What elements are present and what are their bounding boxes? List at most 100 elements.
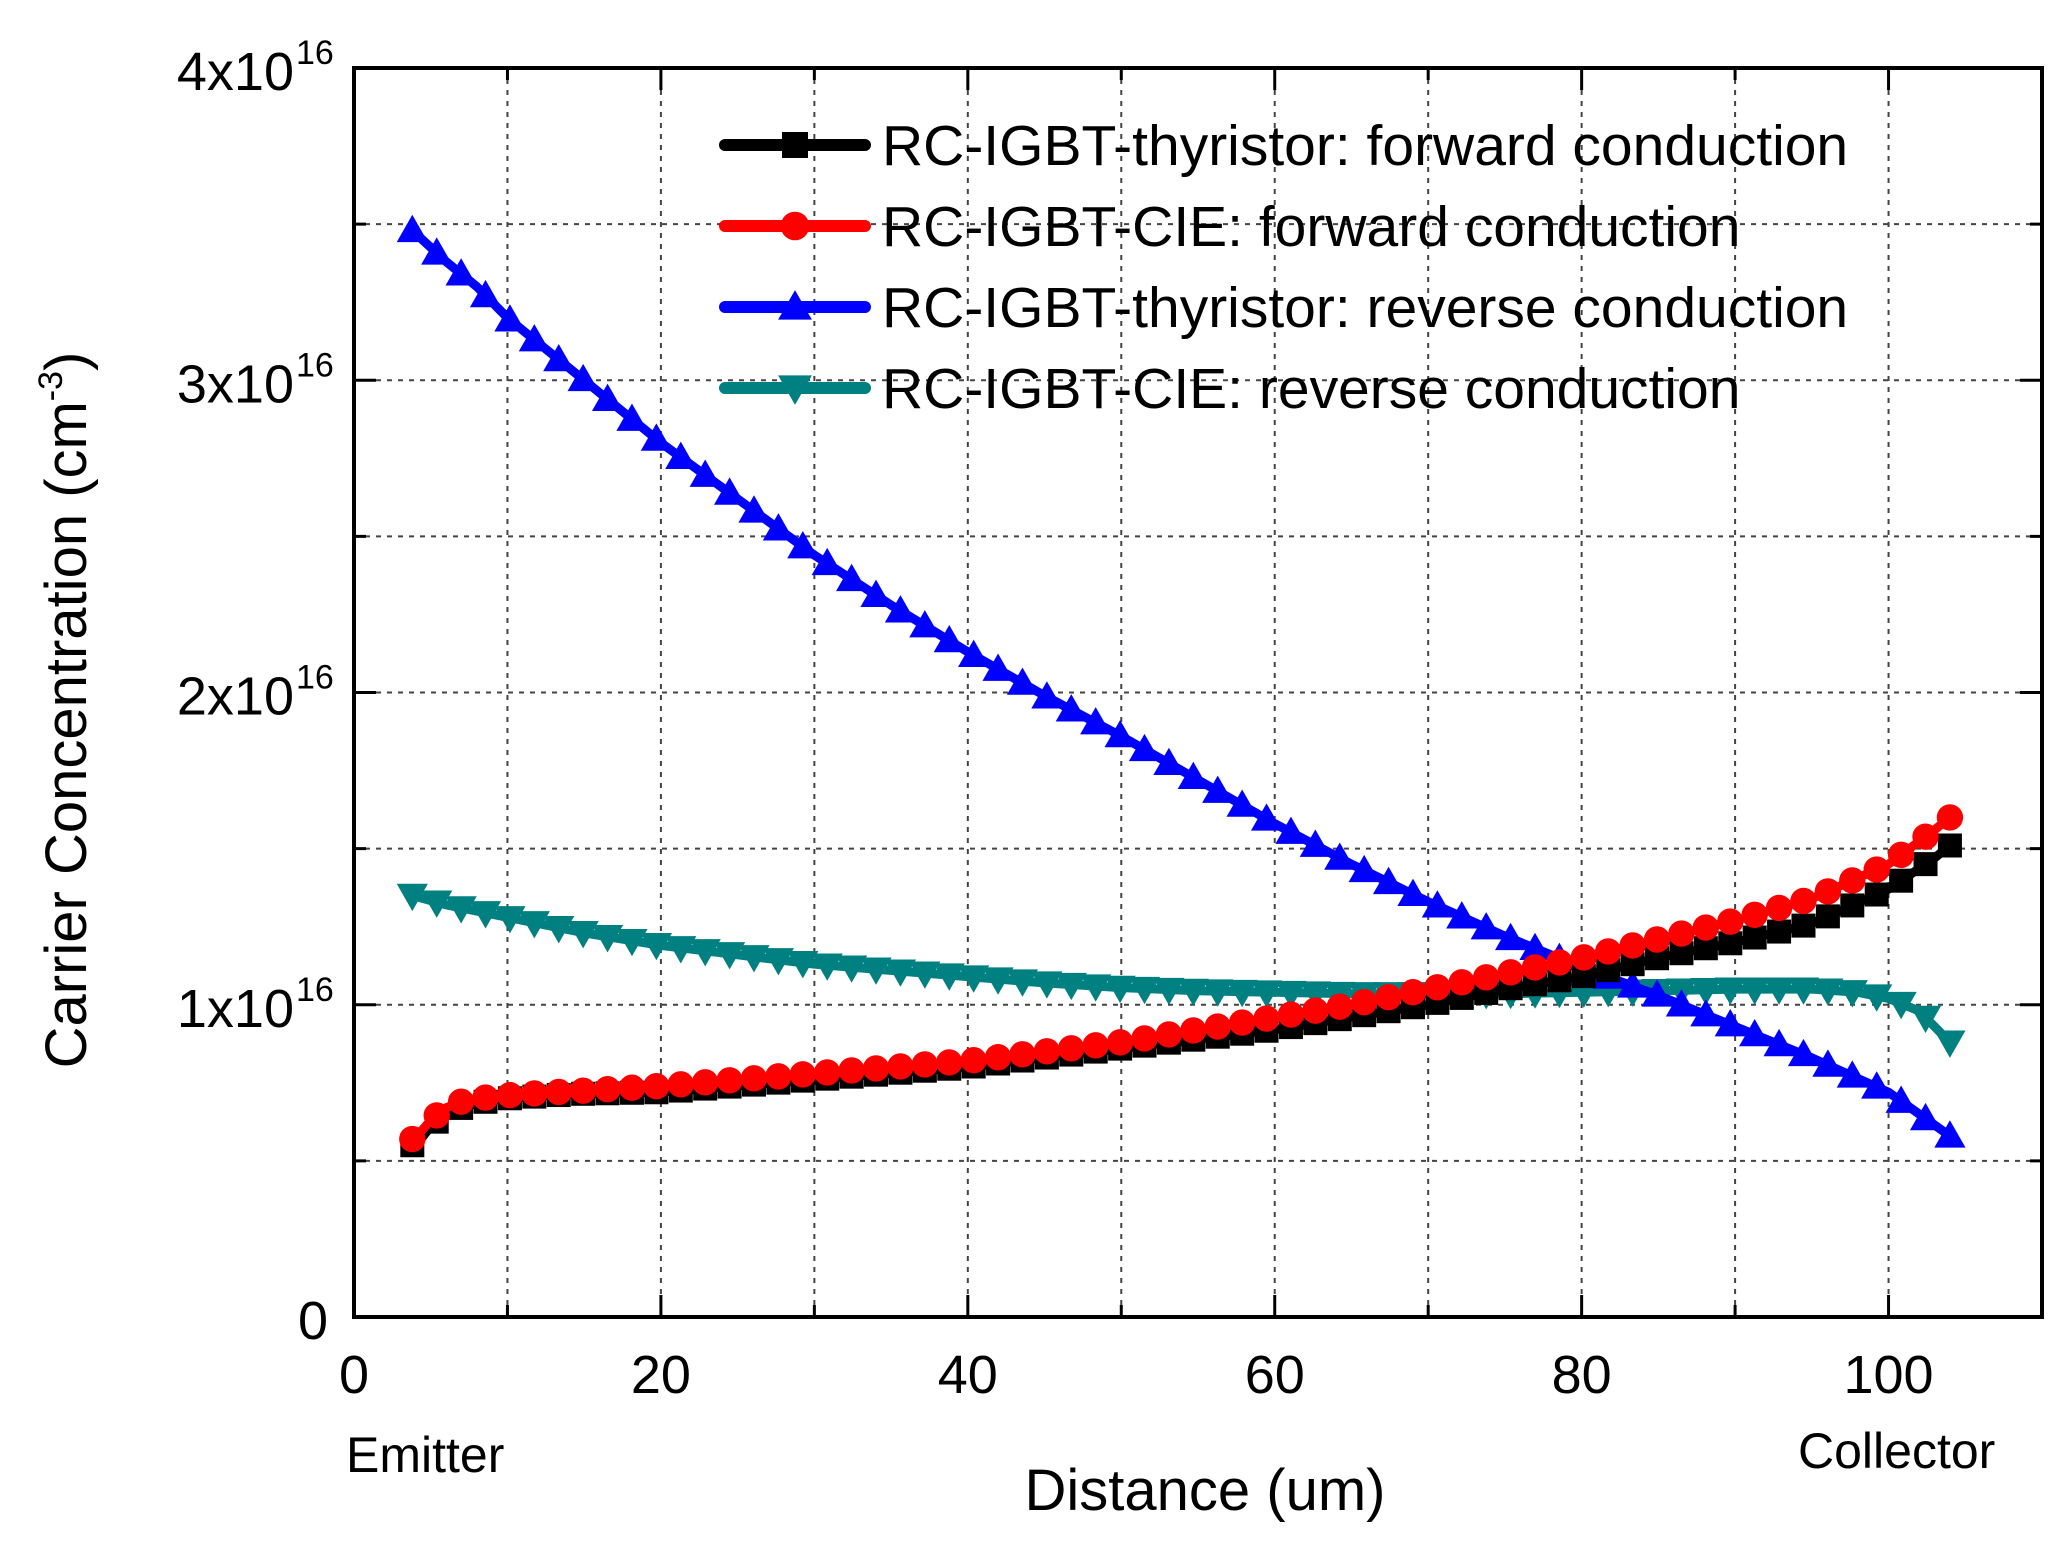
series-3: [396, 883, 1966, 1058]
series-1-point-39: [1350, 988, 1378, 1016]
series-1-point-22: [936, 1049, 963, 1076]
series-1-point-25: [1009, 1041, 1036, 1068]
series-1-point-20: [887, 1053, 914, 1080]
series-1-point-0: [399, 1125, 426, 1153]
series-2-point-57: [1787, 1038, 1820, 1067]
x-axis-title: Distance (um): [1025, 1458, 1386, 1523]
series-0-point-54: [1718, 931, 1743, 956]
series-2-point-52: [1665, 989, 1698, 1017]
series-1-point-19: [862, 1055, 890, 1082]
series-2-point-8: [591, 383, 624, 411]
series-2-point-2: [445, 258, 477, 286]
series-1-point-53: [1692, 914, 1720, 941]
series-3-point-5: [518, 911, 550, 939]
series-3-point-20: [884, 959, 917, 987]
series-3-point-57: [1787, 977, 1820, 1005]
series-3-point-14: [738, 945, 770, 973]
series-1-point-56: [1765, 894, 1793, 922]
series-3-point-13: [713, 942, 746, 970]
series-0-point-57: [1791, 913, 1816, 938]
series-0-point-61: [1889, 868, 1914, 893]
collector-label: Collector: [1798, 1423, 1995, 1479]
legend-marker-1: [780, 211, 810, 241]
series-2-point-21: [909, 610, 941, 638]
series-2-point-10: [640, 423, 672, 451]
series-0-point-62: [1913, 852, 1938, 877]
series-1-point-32: [1180, 1017, 1207, 1044]
series-1-point-26: [1033, 1038, 1061, 1065]
series-2-point-51: [1641, 979, 1673, 1007]
series-1-point-13: [716, 1067, 743, 1094]
series-3-point-35: [1250, 980, 1283, 1008]
axis-ticks: [352, 66, 2044, 1319]
series-3-point-24: [982, 967, 1014, 995]
series-2-point-56: [1763, 1028, 1795, 1057]
series-2-point-58: [1812, 1049, 1844, 1077]
series-2-point-27: [1055, 694, 1087, 722]
legend-label-2: RC-IGBT-thyristor: reverse conduction: [882, 276, 1848, 340]
series-3-point-62: [1909, 1005, 1942, 1033]
series-1-point-5: [521, 1080, 548, 1107]
series-2-point-4: [494, 304, 526, 332]
series-3-point-32: [1177, 978, 1209, 1007]
series-2-point-23: [958, 639, 990, 667]
series-1-point-35: [1253, 1005, 1280, 1032]
series-2-point-15: [762, 513, 795, 541]
series-1-point-49: [1595, 938, 1622, 965]
series-1-point-6: [545, 1078, 572, 1106]
series-2-point-44: [1470, 912, 1502, 940]
legend-label-1: RC-IGBT-CIE: forward conduction: [882, 195, 1740, 259]
series-3-point-56: [1763, 977, 1795, 1005]
series-1-point-47: [1546, 949, 1573, 976]
series-3-point-16: [787, 951, 819, 979]
series-1-point-51: [1643, 926, 1671, 953]
series-2-point-19: [860, 579, 892, 607]
series-2-point-12: [689, 459, 721, 487]
series-3-point-2: [445, 896, 477, 924]
series-1-point-57: [1790, 887, 1817, 915]
series-1-point-46: [1521, 954, 1549, 981]
series-3-point-9: [616, 929, 648, 957]
series-1-point-16: [789, 1061, 817, 1088]
series-1-point-50: [1619, 932, 1646, 959]
y-tick-label-3: 3x10: [177, 354, 294, 414]
series-2-point-35: [1250, 803, 1283, 831]
series-2-point-62: [1909, 1102, 1942, 1131]
series-3-point-54: [1714, 977, 1746, 1005]
series-3-point-30: [1128, 976, 1161, 1005]
series-2-point-53: [1690, 999, 1722, 1027]
series-3-point-15: [762, 948, 795, 976]
data-series: [396, 214, 1966, 1158]
y-tick-label-sup-4: 16: [296, 34, 334, 72]
series-3-point-3: [469, 901, 502, 929]
series-2-point-30: [1128, 733, 1161, 762]
series-2-point-3: [469, 279, 502, 308]
series-1-point-58: [1814, 878, 1842, 905]
series-0-point-59: [1840, 893, 1865, 918]
y-axis-title: Carrier Concentration (cm-3): [32, 352, 99, 1069]
series-2-point-5: [518, 324, 550, 352]
series-3-point-63: [1934, 1030, 1966, 1058]
series-3-point-6: [543, 916, 575, 944]
series-3-point-22: [933, 963, 965, 991]
series-1-point-59: [1839, 867, 1866, 894]
series-1-point-45: [1497, 959, 1524, 986]
series-1-point-37: [1302, 997, 1329, 1024]
series-2-point-0: [396, 214, 428, 243]
series-3-point-58: [1812, 978, 1844, 1006]
series-1-point-40: [1375, 983, 1402, 1011]
series-2-point-1: [421, 237, 453, 265]
series-2-point-36: [1275, 816, 1307, 844]
series-1-point-61: [1887, 841, 1915, 869]
series-3-point-60: [1861, 984, 1893, 1012]
series-2-point-54: [1714, 1009, 1746, 1037]
series-3-point-29: [1104, 975, 1136, 1004]
x-tick-label-5: 100: [1843, 1345, 1933, 1405]
series-1-point-1: [423, 1102, 450, 1129]
series-0-point-55: [1742, 925, 1767, 950]
series-2-point-31: [1153, 747, 1185, 776]
series-2-point-33: [1202, 775, 1234, 803]
series-3-point-11: [665, 936, 697, 964]
series-0-point-60: [1864, 882, 1889, 907]
series-1-point-7: [569, 1077, 597, 1104]
